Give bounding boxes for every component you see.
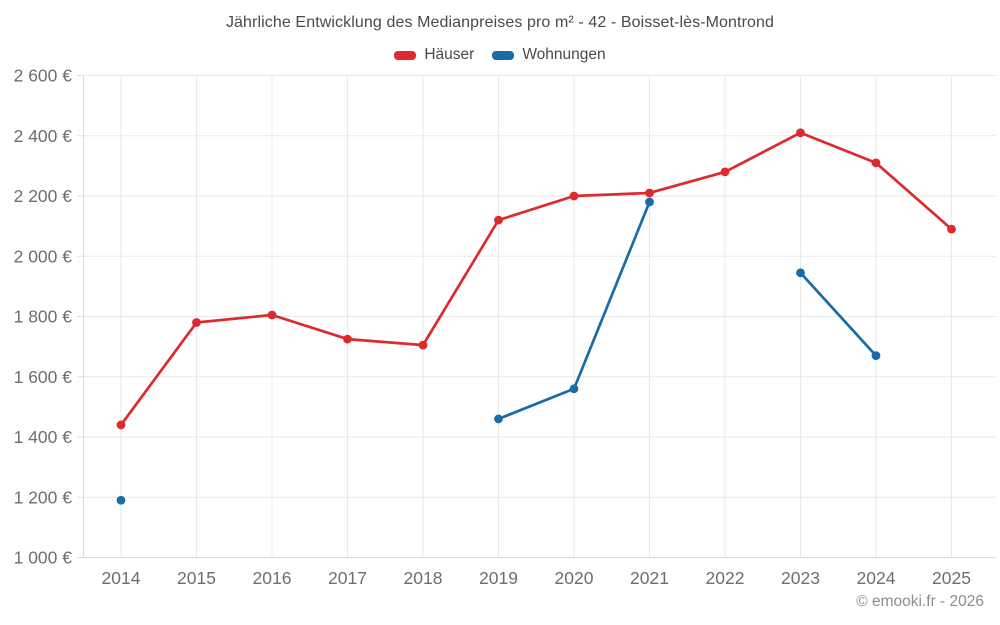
data-point-wohnungen[interactable] — [116, 495, 126, 505]
legend-label-haeuser: Häuser — [424, 46, 475, 63]
data-point-häuser[interactable] — [494, 215, 503, 225]
data-point-wohnungen[interactable] — [796, 268, 805, 278]
data-point-häuser[interactable] — [267, 310, 277, 320]
x-tick-label: 2018 — [404, 568, 443, 588]
legend-swatch-wohnungen-icon — [492, 50, 515, 60]
data-point-wohnungen[interactable] — [494, 414, 503, 424]
data-point-häuser[interactable] — [645, 188, 654, 198]
x-tick-label: 2014 — [102, 568, 141, 588]
y-tick-label: 2 400 € — [14, 126, 73, 146]
data-point-häuser[interactable] — [947, 224, 956, 234]
x-tick-label: 2023 — [781, 568, 820, 588]
x-tick-label: 2025 — [932, 568, 971, 588]
data-point-häuser[interactable] — [569, 191, 579, 201]
data-point-häuser[interactable] — [343, 334, 352, 344]
copyright-credit: © emooki.fr - 2026 — [856, 593, 984, 610]
legend-item-wohnungen[interactable]: Wohnungen — [492, 46, 606, 64]
data-point-häuser[interactable] — [871, 158, 881, 168]
chart-legend: Häuser Wohnungen — [0, 46, 1000, 64]
data-point-wohnungen[interactable] — [645, 197, 654, 207]
legend-swatch-haeuser-icon — [394, 50, 417, 60]
y-tick-label: 2 600 € — [14, 66, 73, 86]
y-tick-label: 1 800 € — [14, 307, 73, 327]
data-point-häuser[interactable] — [720, 167, 730, 177]
y-tick-label: 1 000 € — [14, 548, 73, 568]
x-tick-label: 2019 — [479, 568, 518, 588]
x-tick-label: 2020 — [555, 568, 594, 588]
data-point-häuser[interactable] — [192, 318, 201, 327]
x-tick-label: 2016 — [253, 568, 292, 588]
y-tick-label: 1 400 € — [14, 427, 73, 447]
data-point-wohnungen[interactable] — [569, 384, 579, 394]
y-tick-label: 1 600 € — [14, 367, 73, 387]
data-point-häuser[interactable] — [116, 420, 126, 430]
data-point-wohnungen[interactable] — [871, 351, 881, 361]
data-point-häuser[interactable] — [418, 340, 428, 350]
data-point-häuser[interactable] — [796, 128, 805, 138]
chart-title: Jährliche Entwicklung des Medianpreises … — [225, 14, 775, 31]
x-tick-label: 2021 — [630, 568, 669, 588]
legend-label-wohnungen: Wohnungen — [522, 46, 606, 63]
y-tick-label: 2 000 € — [14, 246, 73, 266]
legend-item-haeuser[interactable]: Häuser — [394, 46, 474, 64]
x-tick-label: 2017 — [328, 568, 367, 588]
x-tick-label: 2024 — [857, 568, 896, 588]
x-tick-label: 2022 — [706, 568, 745, 588]
x-tick-label: 2015 — [177, 568, 216, 588]
series-line-häuser — [119, 131, 953, 427]
y-tick-label: 2 200 € — [14, 186, 73, 206]
series-line-wohnungen — [799, 271, 878, 358]
y-tick-label: 1 200 € — [14, 487, 73, 507]
